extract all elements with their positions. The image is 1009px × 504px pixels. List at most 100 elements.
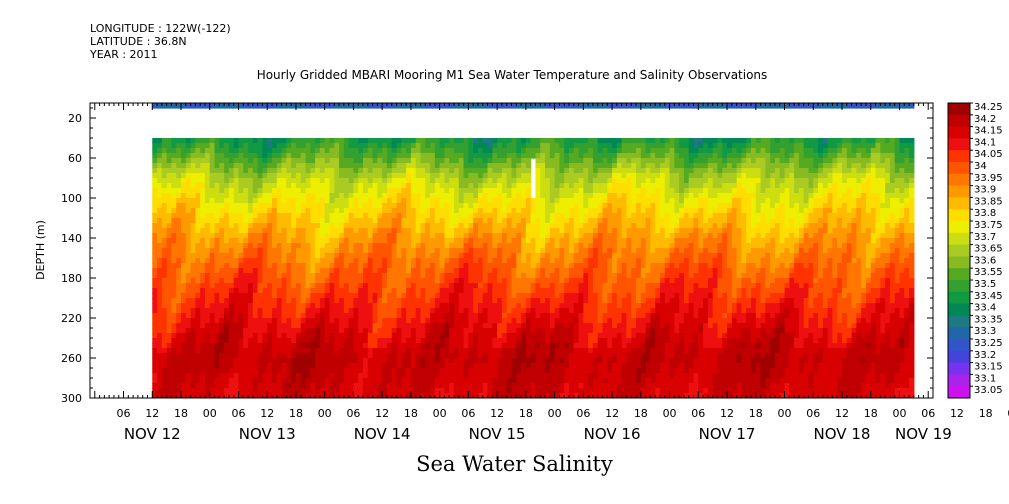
salinity-cell [430, 153, 436, 159]
salinity-cell [176, 293, 182, 299]
salinity-cell [406, 193, 412, 199]
salinity-cell [238, 198, 244, 204]
salinity-cell [430, 253, 436, 259]
salinity-cell [204, 348, 211, 354]
salinity-cell [506, 213, 513, 219]
salinity-cell [257, 253, 264, 259]
salinity-cell [161, 208, 168, 214]
salinity-cell [161, 148, 168, 154]
salinity-cell [530, 358, 537, 364]
salinity-cell [310, 143, 316, 149]
salinity-cell [176, 218, 182, 224]
salinity-cell [521, 323, 527, 329]
salinity-cell [449, 293, 455, 299]
salinity-cell [209, 178, 216, 184]
salinity-cell [506, 288, 513, 294]
salinity-cell [535, 178, 541, 184]
salinity-cell [458, 138, 465, 144]
salinity-cell [181, 268, 187, 274]
salinity-cell [492, 148, 498, 154]
salinity-cell [305, 293, 311, 299]
salinity-cell [406, 298, 412, 304]
salinity-cell [535, 138, 541, 144]
salinity-cell [339, 338, 345, 344]
salinity-cell [396, 298, 402, 304]
salinity-cell [516, 193, 522, 199]
salinity-cell [458, 323, 465, 329]
salinity-cell [233, 243, 240, 249]
salinity-cell [248, 238, 254, 244]
salinity-cell [166, 178, 173, 184]
salinity-cell [473, 183, 479, 189]
salinity-cell [430, 393, 436, 398]
salinity-cell [540, 388, 546, 394]
salinity-cell [324, 353, 331, 359]
salinity-cell [401, 213, 407, 219]
salinity-cell [252, 148, 259, 154]
salinity-cell [401, 308, 407, 314]
salinity-cell [257, 163, 264, 169]
salinity-cell [430, 168, 436, 174]
salinity-cell [401, 233, 407, 239]
salinity-cell [353, 188, 359, 194]
salinity-cell [181, 363, 187, 369]
salinity-cell [482, 168, 489, 174]
salinity-cell [501, 343, 508, 349]
salinity-cell [391, 343, 398, 349]
salinity-cell [497, 338, 503, 344]
salinity-cell [315, 148, 321, 154]
salinity-cell [463, 143, 469, 149]
salinity-cell [425, 243, 431, 249]
salinity-cell [214, 163, 220, 169]
salinity-cell [176, 258, 182, 264]
salinity-cell [329, 368, 335, 374]
salinity-cell [568, 163, 575, 169]
salinity-cell [568, 248, 575, 254]
salinity-cell [588, 168, 594, 174]
salinity-cell [195, 373, 201, 379]
salinity-cell [353, 333, 359, 339]
salinity-cell [420, 333, 426, 339]
salinity-cell [185, 383, 192, 389]
salinity-cell [458, 363, 465, 369]
salinity-cell [406, 303, 412, 309]
salinity-cell [444, 288, 450, 294]
salinity-cell [295, 153, 302, 159]
salinity-cell [367, 373, 374, 379]
salinity-cell [319, 368, 326, 374]
salinity-cell [171, 103, 177, 109]
salinity-cell [305, 328, 311, 334]
salinity-cell [573, 298, 580, 304]
salinity-cell [559, 308, 565, 314]
salinity-cell [573, 148, 580, 154]
salinity-cell [439, 163, 446, 169]
salinity-cell [468, 148, 474, 154]
salinity-cell [573, 278, 580, 284]
salinity-cell [386, 383, 393, 389]
salinity-cell [219, 273, 225, 279]
salinity-cell [348, 338, 355, 344]
salinity-cell [195, 283, 201, 289]
salinity-cell [214, 273, 220, 279]
salinity-cell [272, 148, 278, 154]
salinity-cell [252, 348, 259, 354]
salinity-cell [477, 363, 484, 369]
salinity-cell [501, 293, 508, 299]
salinity-cell [204, 203, 211, 209]
salinity-cell [530, 348, 537, 354]
salinity-cell [262, 303, 268, 309]
salinity-cell [209, 218, 216, 224]
salinity-cell [473, 333, 479, 339]
salinity-cell [190, 243, 196, 249]
salinity-cell [420, 363, 426, 369]
salinity-cell [152, 218, 158, 224]
salinity-cell [434, 348, 441, 354]
salinity-cell [248, 358, 254, 364]
salinity-cell [549, 208, 556, 214]
salinity-cell [171, 378, 177, 384]
salinity-cell [233, 208, 240, 214]
salinity-cell [248, 198, 254, 204]
salinity-cell [262, 388, 268, 394]
salinity-cell [525, 323, 532, 329]
salinity-cell [578, 163, 584, 169]
